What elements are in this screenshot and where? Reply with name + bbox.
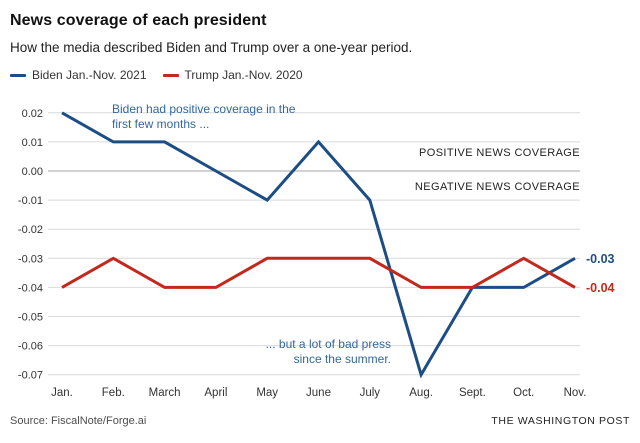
- y-tick-label: -0.06: [18, 341, 43, 353]
- annotation-text: Biden had positive coverage in the: [112, 102, 296, 116]
- biden-line: [61, 111, 576, 379]
- biden-line-swatch-icon: [10, 73, 26, 77]
- annotation-text: ... but a lot of bad press: [266, 337, 391, 351]
- trump-line-swatch-icon: [162, 73, 179, 77]
- chart-svg: 0.02 0.01 0.00 -0.01 -0.02 -0.03 -0.04 -0.05 -0.…: [18, 102, 615, 399]
- x-tick-label: Sept.: [459, 387, 486, 399]
- legend-label-trump: Trump Jan.-Nov. 2020: [184, 68, 303, 82]
- page-title: News coverage of each president: [10, 12, 267, 29]
- annotation-text: since the summer.: [294, 352, 391, 366]
- legend: Biden Jan.-Nov. 2021 Trump Jan.-Nov. 202…: [10, 68, 630, 82]
- x-tick-label: Nov.: [564, 387, 587, 399]
- publisher-credit: THE WASHINGTON POST: [491, 415, 630, 427]
- legend-label-biden: Biden Jan.-Nov. 2021: [32, 68, 147, 82]
- x-tick-label: Aug.: [409, 387, 433, 399]
- x-tick-label: July: [360, 387, 381, 399]
- chart-footer: Source: FiscalNote/Forge.ai THE WASHINGT…: [0, 409, 640, 427]
- negative-region-label: NEGATIVE NEWS COVERAGE: [415, 181, 580, 193]
- source-note: Source: FiscalNote/Forge.ai: [10, 415, 147, 427]
- y-tick-label: 0.00: [22, 166, 43, 178]
- y-tick-label: 0.02: [22, 108, 43, 120]
- legend-item-biden: Biden Jan.-Nov. 2021: [10, 68, 147, 82]
- y-tick-label: -0.04: [18, 282, 43, 294]
- y-tick-label: -0.07: [18, 370, 43, 382]
- x-tick-label: March: [149, 387, 181, 399]
- biden-line-end-label: -0.03: [586, 252, 615, 266]
- x-tick-label: April: [204, 387, 227, 399]
- y-tick-label: 0.01: [22, 137, 43, 149]
- x-tick-label: June: [306, 387, 331, 399]
- x-tick-label: Oct.: [513, 387, 534, 399]
- trump-line: [61, 256, 576, 289]
- y-tick-label: -0.02: [18, 224, 43, 236]
- positive-region-label: POSITIVE NEWS COVERAGE: [419, 147, 580, 159]
- line-chart: 0.02 0.01 0.00 -0.01 -0.02 -0.03 -0.04 -0.05 -0.…: [0, 95, 640, 407]
- y-tick-label: -0.05: [18, 312, 43, 324]
- x-tick-label: Feb.: [102, 387, 125, 399]
- y-tick-label: -0.03: [18, 253, 43, 265]
- chart-subtitle: How the media described Biden and Trump …: [10, 40, 413, 55]
- chart-header: News coverage of each president How the …: [0, 0, 640, 82]
- trump-line-end-label: -0.04: [586, 281, 615, 295]
- annotation-text: first few months ...: [112, 117, 209, 131]
- x-tick-label: May: [256, 387, 278, 399]
- legend-item-trump: Trump Jan.-Nov. 2020: [162, 68, 303, 82]
- y-tick-label: -0.01: [18, 195, 43, 207]
- x-tick-label: Jan.: [51, 387, 73, 399]
